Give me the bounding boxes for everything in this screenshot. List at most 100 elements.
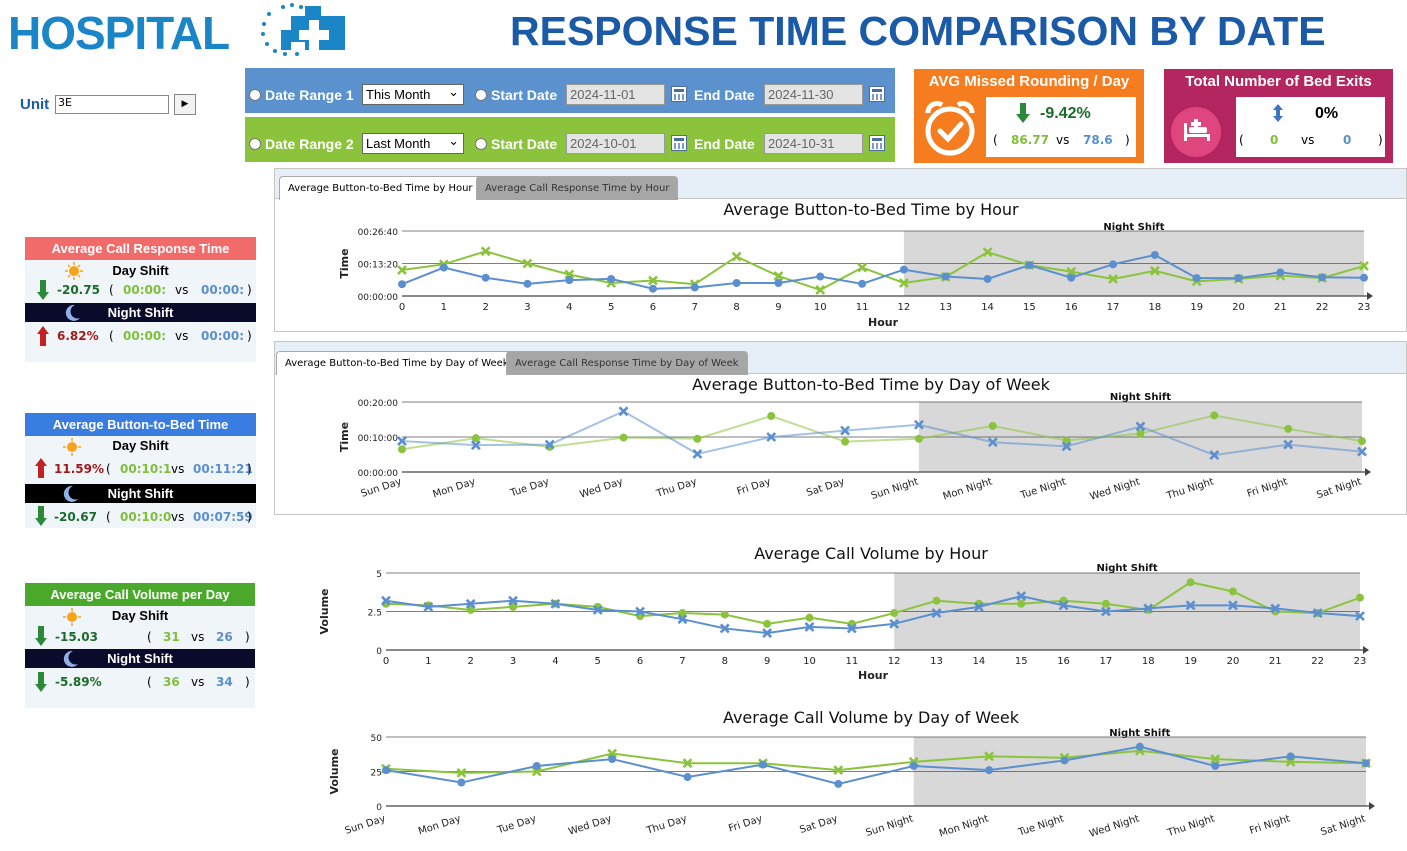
series-line (385, 581, 1361, 625)
arrow-down-icon (1016, 103, 1030, 123)
data-point (677, 614, 688, 625)
x-tick-label: 6 (637, 656, 643, 667)
unit-label: Unit (20, 96, 50, 113)
tab-button-to-bed-dow[interactable]: Average Button-to-Bed Time by Day of Wee… (276, 351, 518, 375)
tab-call-response-dow[interactable]: Average Call Response Time by Day of Wee… (506, 351, 748, 375)
start-date-2-field[interactable]: 2024-10-01 (566, 133, 665, 154)
date-range-1-row: Date Range 1 This Month Start Date 2024-… (245, 68, 895, 113)
date-range-1-select[interactable]: This Month (362, 82, 464, 105)
paren-open: ( (1239, 133, 1244, 147)
data-point (1143, 603, 1154, 614)
data-point (834, 779, 843, 788)
chart-button-to-bed-by-day-of-week: Average Button-to-Bed Time by Day of Wee… (338, 375, 1371, 503)
y-axis-label: Volume (328, 749, 341, 795)
data-point (1286, 752, 1295, 761)
data-point (690, 283, 699, 292)
data-point (1210, 411, 1219, 420)
data-point (909, 761, 918, 770)
data-point (987, 437, 998, 448)
night-shift-bar: Night Shift (25, 484, 256, 503)
paren-open: ( (993, 133, 998, 147)
day-value-2: 00:00: (201, 283, 244, 297)
x-axis-arrow (1369, 802, 1375, 810)
data-point (1356, 593, 1364, 602)
x-tick-label: 8 (733, 302, 739, 313)
calendar-icon[interactable] (671, 135, 687, 151)
unit-go-button[interactable]: ▶ (174, 94, 196, 115)
data-point (618, 406, 629, 417)
data-point (857, 262, 868, 273)
series-line (401, 253, 1365, 290)
data-point (398, 280, 406, 289)
start-date-1-radio[interactable] (475, 89, 487, 101)
date-range-2-row: Date Range 2 Last Month Start Date 2024-… (245, 117, 895, 162)
x-tick-label: 2 (482, 302, 488, 313)
end-date-1-field[interactable]: 2024-11-30 (764, 84, 863, 105)
x-tick-label: 9 (764, 656, 770, 667)
date-range-1-radio[interactable] (249, 89, 261, 101)
data-point (1192, 274, 1201, 283)
kpi-bed-exits-value-1: 0 (1270, 133, 1279, 147)
x-tick-label: Wed Day (579, 476, 625, 500)
data-point (481, 273, 490, 282)
x-tick-label: 23 (1358, 302, 1371, 313)
x-tick-label: Thu Night (1165, 813, 1216, 839)
data-point (683, 773, 692, 782)
alarm-clock-check-icon (925, 100, 975, 156)
unit-input[interactable]: 3E (55, 95, 169, 114)
y-axis-label: Volume (318, 589, 331, 635)
data-point (988, 421, 997, 430)
tab-button-to-bed-hour[interactable]: Average Button-to-Bed Time by Hour (279, 176, 482, 200)
data-point (1270, 603, 1281, 614)
data-point (840, 425, 850, 436)
y-tick-label: 50 (371, 734, 383, 744)
x-tick-label: Sat Day (798, 813, 839, 836)
arrow-up-icon (35, 458, 47, 478)
data-point (984, 751, 994, 762)
end-date-2-field[interactable]: 2024-10-31 (764, 133, 863, 154)
day-value-1: 31 (163, 630, 180, 644)
data-point (1061, 441, 1072, 452)
tab-call-response-hour[interactable]: Average Call Response Time by Hour (476, 176, 679, 200)
date-range-2-select[interactable]: Last Month (362, 131, 464, 154)
data-point (466, 605, 475, 614)
start-date-1-field[interactable]: 2024-11-01 (566, 84, 665, 105)
tabpanel-hour: Average Button-to-Bed Time by Hour Avera… (274, 168, 1407, 332)
series-line (385, 745, 1367, 785)
data-point (833, 765, 844, 776)
data-point (1209, 450, 1220, 461)
vs-label: vs (191, 675, 205, 689)
data-point (1185, 600, 1196, 611)
x-tick-label: Thu Day (644, 813, 688, 837)
x-tick-label: Tue Day (508, 476, 550, 499)
x-tick-label: Sun Night (870, 476, 920, 502)
card-call-response-title: Average Call Response Time (25, 237, 256, 260)
data-point (899, 265, 908, 274)
day-value-1: 00:10:1 (120, 462, 172, 476)
calendar-icon[interactable] (869, 86, 885, 102)
x-tick-label: 12 (888, 656, 901, 667)
data-point (619, 433, 628, 442)
data-point (914, 434, 923, 443)
series-line (401, 250, 1365, 291)
page-title: RESPONSE TIME COMPARISON BY DATE (510, 8, 1326, 54)
data-point (470, 440, 481, 451)
date-range-2-radio[interactable] (249, 138, 261, 150)
chart-call-volume-by-hour: Average Call Volume by Hour Night Shift 0 2… (318, 544, 1369, 682)
start-date-2-radio[interactable] (475, 138, 487, 150)
calendar-icon[interactable] (671, 86, 687, 102)
data-point (732, 279, 741, 287)
x-tick-label: 3 (524, 302, 530, 313)
x-tick-label: 1 (425, 656, 431, 667)
x-axis-label: Hour (858, 669, 889, 682)
x-tick-label: 14 (973, 656, 986, 667)
data-point (931, 608, 942, 618)
data-point (1017, 599, 1026, 608)
data-point (1210, 754, 1221, 764)
vs-label: vs (175, 283, 189, 297)
chart-title: Average Button-to-Bed Time by Day of Wee… (692, 375, 1050, 394)
calendar-icon[interactable] (869, 135, 885, 151)
x-tick-label: 13 (930, 656, 943, 667)
x-tick-label: 17 (1107, 302, 1120, 313)
vs-label: vs (175, 329, 189, 343)
